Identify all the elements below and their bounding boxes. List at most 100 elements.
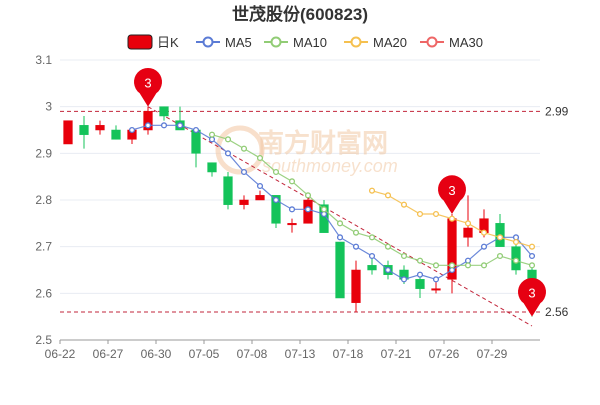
x-tick-label: 07-05 (189, 347, 220, 361)
candle-body (95, 125, 105, 131)
candle-body (367, 265, 377, 271)
pin-marker-label: 3 (448, 183, 455, 198)
ma20-point (512, 238, 520, 246)
candle-body (415, 279, 425, 289)
ma5-point (224, 150, 232, 157)
candle-body (271, 195, 281, 224)
candle-body (63, 120, 73, 145)
ma5-point (400, 276, 408, 283)
x-tick-label: 07-26 (429, 347, 460, 361)
ma10-point (224, 136, 232, 143)
ma5-point (160, 122, 168, 129)
ma20-point (496, 234, 504, 241)
pin-marker-label: 3 (528, 286, 535, 301)
pin-marker-label: 3 (144, 76, 151, 91)
ma10-point (256, 154, 264, 162)
ma20-point (416, 210, 424, 218)
ma10-point (528, 262, 536, 269)
candle-body (143, 111, 153, 131)
watermark-logo-icon (215, 125, 265, 175)
ma5-point (144, 122, 152, 129)
legend-label: MA5 (225, 35, 252, 50)
ma10-point (336, 220, 344, 227)
ma10-point (368, 234, 376, 241)
ma10-point (208, 131, 216, 138)
candle-body (207, 162, 217, 173)
candle-body (255, 195, 265, 201)
legend-label: MA30 (449, 35, 483, 50)
ma10-point (480, 262, 488, 269)
y-tick-label: 3.1 (35, 53, 52, 67)
legend-label: MA10 (293, 35, 327, 50)
legend-dot-icon (426, 36, 438, 48)
watermark-text: 南方财富网 (258, 128, 388, 158)
ma5-point (480, 243, 488, 250)
ma10-point (496, 252, 504, 260)
ma10-point (448, 262, 456, 269)
candle-body (319, 204, 329, 233)
pin-marker (134, 67, 162, 107)
ma5-point (128, 126, 136, 134)
legend-label: 日K (157, 35, 179, 50)
candle-body (223, 176, 233, 205)
reference-label: 2.56 (545, 305, 569, 319)
ma20-point (384, 192, 392, 199)
candle-body (351, 269, 361, 303)
ma5-point (336, 234, 344, 241)
legend-dot-icon (202, 36, 214, 48)
ma5-point (416, 271, 424, 278)
ma10-point (384, 243, 392, 250)
x-tick-label: 07-08 (237, 347, 268, 361)
legend-candle-icon (127, 34, 153, 50)
ma10-point (352, 229, 360, 236)
ma10-point (464, 262, 472, 269)
x-tick-label: 06-27 (93, 347, 124, 361)
ma5-point (368, 252, 376, 260)
x-tick-label: 07-13 (285, 347, 316, 361)
ma20-point (464, 220, 472, 227)
legend-dot-icon (350, 36, 362, 48)
ma10-point (512, 257, 520, 264)
candle-body (79, 125, 89, 135)
candle-body (239, 199, 249, 205)
y-tick-label: 2.6 (35, 286, 52, 300)
y-tick-label: 2.5 (35, 333, 52, 347)
y-tick-label: 2.9 (35, 146, 52, 160)
candle-body (159, 106, 169, 117)
x-axis: 06-22 06-27 06-30 07-05 07-08 07-13 07-18 07-21… (45, 340, 508, 361)
ma5-point (192, 126, 200, 134)
ma5-point (528, 252, 536, 260)
pin-marker (518, 277, 546, 317)
ma5-point (256, 182, 264, 190)
y-tick-label: 2.8 (35, 193, 52, 207)
x-tick-label: 07-18 (333, 347, 364, 361)
pin-marker (438, 175, 467, 214)
ma10-point (272, 168, 280, 176)
ma5-point (288, 206, 296, 213)
ma5-point (176, 122, 184, 129)
ma20-point (400, 201, 408, 208)
candle-body (287, 223, 297, 226)
ma20-point (448, 215, 456, 222)
trend-line (147, 106, 533, 327)
x-tick-label: 06-30 (141, 347, 172, 361)
y-tick-label: 3 (45, 100, 52, 114)
candle-body (463, 227, 473, 238)
ma5-point (304, 206, 312, 213)
reference-lines: 2.99 2.56 (60, 104, 569, 327)
ma5-point (240, 168, 248, 176)
y-tick-label: 2.7 (35, 240, 52, 254)
x-tick-label: 06-22 (45, 347, 76, 361)
candle-body (111, 129, 121, 140)
candle-body (191, 129, 201, 154)
markers: 3 3 3 (134, 67, 546, 317)
x-tick-label: 07-21 (381, 347, 412, 361)
candle-body (431, 288, 441, 291)
ma5-point (352, 243, 360, 250)
ma20-point (480, 229, 488, 236)
ma20-point (432, 210, 440, 218)
candle-body (335, 241, 345, 299)
ma10-point (432, 262, 440, 269)
